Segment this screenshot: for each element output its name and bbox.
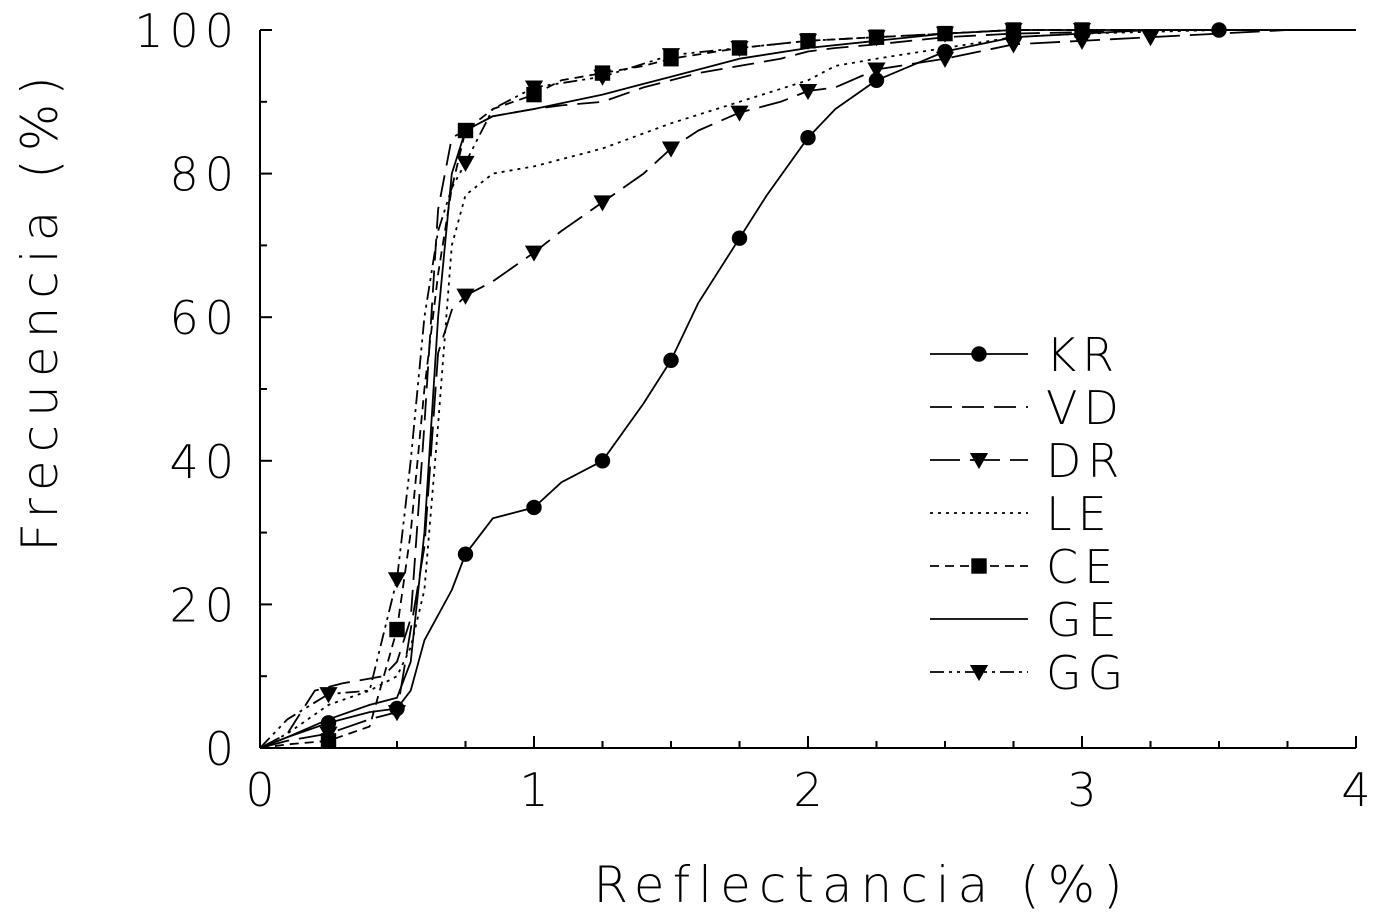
data-point-dr	[661, 141, 681, 158]
legend-marker-ce	[971, 558, 987, 574]
y-tick-label: 20	[169, 578, 240, 632]
y-tick-label: 100	[134, 4, 240, 58]
legend-item-ce: CE	[930, 540, 1119, 594]
data-point-dr	[1141, 30, 1160, 47]
legend-label-ce: CE	[1046, 540, 1119, 594]
legend-item-vd: VD	[930, 381, 1125, 435]
data-point-gg	[867, 30, 886, 47]
data-point-dr	[593, 195, 612, 212]
series-le	[259, 29, 1356, 749]
data-point-dr	[730, 105, 749, 122]
data-point-dr	[1004, 37, 1023, 54]
data-point-kr	[457, 546, 474, 562]
data-point-gg	[935, 26, 955, 43]
data-point-gg	[456, 155, 475, 172]
legend-item-kr: KR	[930, 328, 1120, 382]
y-tick-label: 40	[169, 435, 240, 489]
legend-marker-dr	[969, 453, 989, 470]
legend-label-kr: KR	[1046, 328, 1120, 382]
y-axis-title: Frecuencia (%)	[11, 68, 69, 551]
legend-label-le: LE	[1046, 487, 1113, 541]
data-point-dr	[456, 288, 475, 305]
data-point-kr	[800, 130, 816, 146]
data-point-dr	[1072, 33, 1092, 50]
series-gg	[259, 23, 1356, 749]
data-point-kr	[663, 352, 679, 368]
x-tick-label: 1	[519, 763, 548, 817]
y-tick-label: 80	[169, 148, 240, 202]
data-point-kr	[868, 72, 885, 88]
data-point-gg	[798, 33, 818, 50]
x-tick-label: 4	[1341, 763, 1370, 817]
x-axis-title: Reflectancia (%)	[593, 856, 1130, 914]
data-point-dr	[935, 51, 955, 68]
x-tick-label: 0	[245, 763, 274, 817]
data-point-kr	[731, 230, 748, 246]
legend-label-gg: GG	[1046, 646, 1129, 700]
legend-label-ge: GE	[1046, 593, 1123, 647]
series-line-le	[259, 29, 1356, 749]
data-point-gg	[319, 687, 338, 704]
y-tick-label: 0	[205, 722, 240, 776]
legend-label-vd: VD	[1046, 381, 1125, 435]
x-tick-label: 3	[1067, 763, 1096, 817]
data-point-gg	[1072, 23, 1092, 40]
y-tick-label: 60	[169, 291, 240, 345]
series-layer	[259, 22, 1356, 749]
series-line-dr	[259, 29, 1356, 749]
data-point-gg	[1004, 23, 1023, 40]
data-point-kr	[594, 453, 611, 469]
series-line-gg	[259, 29, 1356, 749]
legend-label-dr: DR	[1046, 434, 1125, 488]
legend-item-ge: GE	[930, 593, 1123, 647]
legend-item-gg: GG	[930, 646, 1129, 700]
data-point-kr	[526, 499, 542, 516]
legend-item-le: LE	[930, 487, 1113, 541]
legend-marker-gg	[969, 665, 989, 682]
data-point-ce	[389, 621, 405, 638]
series-line-vd	[259, 29, 1356, 749]
data-point-dr	[867, 62, 886, 79]
x-tick-label: 2	[793, 763, 822, 817]
axes: 0 20 40 60 80 100 0 1 2 3 4	[134, 4, 1370, 817]
series-line-kr	[259, 29, 1356, 749]
series-kr	[259, 22, 1356, 749]
data-point-gg	[593, 69, 612, 86]
data-point-gg	[524, 80, 544, 97]
legend-item-dr: DR	[930, 434, 1125, 488]
legend-marker-kr	[971, 346, 987, 362]
data-point-dr	[524, 245, 544, 262]
data-point-dr	[798, 84, 818, 101]
data-point-gg	[730, 40, 749, 58]
data-point-gg	[661, 48, 681, 65]
series-vd	[259, 29, 1356, 749]
data-point-ce	[320, 733, 337, 749]
data-point-gg	[387, 572, 407, 589]
data-point-dr	[387, 705, 407, 722]
